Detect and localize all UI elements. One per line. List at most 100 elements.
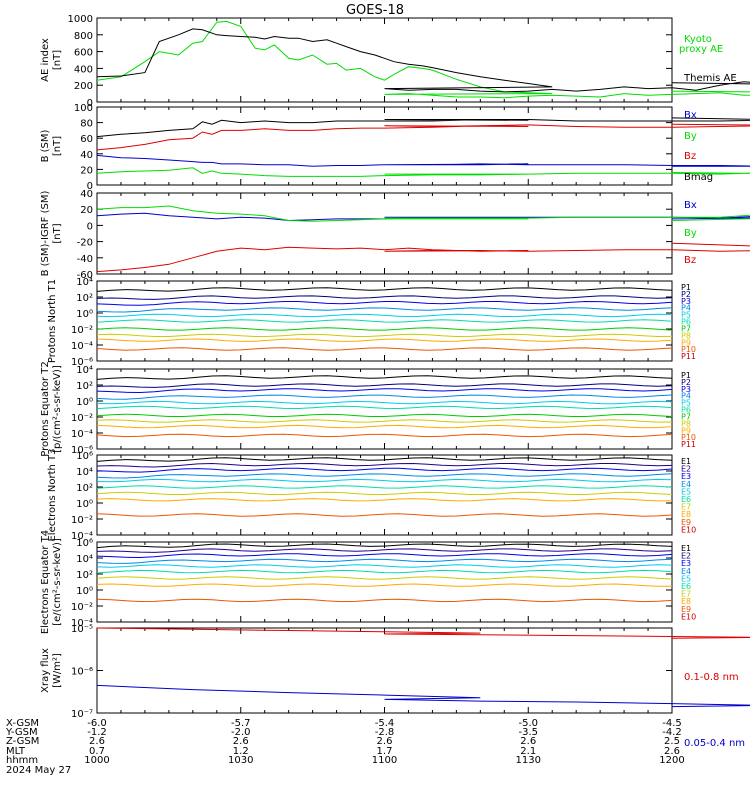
legend-entry: proxy AE — [679, 44, 723, 55]
y-axis-unit: [e/(cm²-s-sr-keV)] — [52, 538, 63, 626]
y-tick-label: 400 — [74, 64, 93, 75]
series-line — [96, 319, 673, 323]
series-line — [96, 433, 673, 438]
y-tick-label: 10⁻⁴ — [71, 618, 93, 629]
legend-entry: P4 — [681, 392, 691, 401]
y-tick-label: 10⁻² — [71, 515, 93, 526]
axis-tick-value: -4.5 — [662, 718, 682, 729]
axis-tick-value: -6.0 — [87, 718, 107, 729]
y-axis-unit: [W/m²] — [52, 653, 63, 688]
series-line — [96, 564, 673, 568]
legend-entry: P4 — [681, 304, 691, 313]
series-line — [96, 167, 750, 177]
series-line — [96, 327, 673, 331]
legend-entry: P6 — [681, 318, 691, 327]
series-line — [96, 405, 673, 410]
legend-entry: E7 — [681, 503, 691, 512]
y-axis-label: Xray flux — [40, 648, 51, 693]
y-tick-label: 0 — [87, 98, 93, 109]
series-line — [96, 498, 673, 502]
legend-entry: By — [684, 228, 697, 239]
legend-entry: 0.05-0.4 nm — [684, 738, 745, 749]
series-line — [96, 462, 673, 468]
y-tick-label: 80 — [80, 119, 93, 130]
legend-entry: E7 — [681, 590, 691, 599]
panel-frame — [96, 368, 673, 450]
y-tick-label: 10⁴ — [76, 277, 93, 288]
legend-entry: P3 — [681, 297, 691, 306]
y-tick-label: 10⁻⁴ — [71, 341, 93, 352]
y-tick-label: 10⁻⁴ — [71, 531, 93, 542]
legend-entry: By — [684, 131, 697, 142]
series-line — [96, 627, 750, 639]
y-axis-label: Protons North T1 — [47, 279, 58, 363]
series-line — [96, 513, 673, 517]
legend-entry: P9 — [681, 426, 691, 435]
axis-tick-value: 1100 — [372, 755, 397, 766]
series-line — [96, 576, 673, 580]
series-line — [96, 333, 673, 338]
legend-entry: E6 — [681, 582, 691, 591]
series-line — [96, 347, 673, 351]
series-line — [96, 287, 673, 292]
series-line — [96, 467, 673, 473]
legend-entry: Kyoto — [684, 34, 712, 45]
y-tick-label: 10⁻⁵ — [71, 624, 93, 635]
series-line — [96, 548, 673, 553]
series-line — [96, 424, 673, 429]
series-line — [96, 569, 673, 574]
panel-frame — [96, 17, 673, 103]
legend-entry: P2 — [681, 378, 691, 387]
y-axis-unit: [nT] — [52, 223, 63, 243]
legend-entry: E5 — [681, 487, 691, 496]
y-tick-label: 10⁰ — [76, 309, 93, 320]
legend-entry: E10 — [681, 525, 696, 534]
y-tick-label: 20 — [80, 165, 93, 176]
series-line — [96, 300, 673, 306]
series-line — [96, 28, 750, 93]
legend-entry: P8 — [681, 419, 691, 428]
y-tick-label: 10⁻⁷ — [71, 709, 93, 720]
legend-entry: P11 — [681, 440, 696, 449]
axis-row-label: MLT — [6, 746, 26, 757]
series-line — [96, 295, 673, 300]
series-line — [96, 553, 673, 559]
y-tick-label: 40 — [80, 189, 93, 200]
date-label: 2024 May 27 — [6, 765, 71, 776]
legend-entry: Bz — [684, 255, 696, 266]
legend-entry: E4 — [681, 567, 691, 576]
axis-tick-value: -5.7 — [231, 718, 251, 729]
legend-entry: P1 — [681, 283, 691, 292]
legend-entry: E8 — [681, 597, 691, 606]
y-tick-label: 10⁴ — [76, 554, 93, 565]
axis-tick-value: -2.0 — [231, 727, 251, 738]
legend-entry: P1 — [681, 371, 691, 380]
y-tick-label: 10² — [76, 293, 93, 304]
panel-frame — [96, 192, 673, 275]
series-line — [96, 478, 673, 483]
legend-entry: P8 — [681, 331, 691, 340]
legend-entry: P10 — [681, 433, 696, 442]
series-line — [96, 205, 750, 222]
series-line — [96, 242, 750, 273]
legend-entry: E5 — [681, 574, 691, 583]
y-tick-label: 1000 — [68, 14, 93, 25]
legend-entry: P7 — [681, 412, 691, 421]
legend-entry: E1 — [681, 544, 691, 553]
y-tick-label: 10⁻² — [71, 325, 93, 336]
legend-entry: P2 — [681, 290, 691, 299]
legend-entry: P3 — [681, 385, 691, 394]
series-line — [96, 338, 673, 342]
legend-entry: E4 — [681, 480, 691, 489]
series-line — [96, 123, 750, 151]
legend-entry: P5 — [681, 399, 691, 408]
y-axis-unit: [p/(cm²-s-sr-keV)] — [52, 365, 63, 453]
series-line — [96, 491, 673, 495]
axis-tick-value: 2.1 — [520, 746, 536, 757]
axis-tick-value: 2.5 — [664, 736, 680, 747]
y-axis-label: Electrons North T3 — [47, 448, 58, 541]
y-tick-label: -40 — [77, 254, 93, 265]
legend-entry: E2 — [681, 552, 691, 561]
y-axis-unit: [nT] — [52, 136, 63, 156]
series-line — [96, 154, 750, 167]
